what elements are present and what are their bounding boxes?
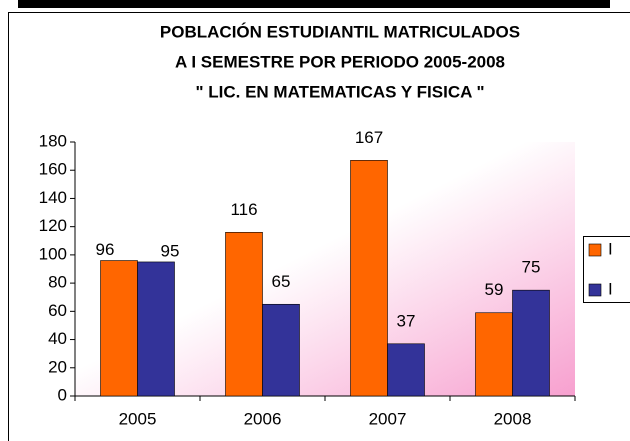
data-label: 96 [96, 240, 115, 259]
bar [512, 289, 550, 397]
x-tick-label: 2006 [244, 409, 282, 428]
chart-title: A I SEMESTRE POR PERIODO 2005-2008 [175, 52, 505, 71]
bar [100, 260, 138, 397]
y-tick-label: 120 [39, 216, 67, 235]
legend-label: I [608, 279, 613, 298]
y-tick-label: 20 [48, 357, 67, 376]
chart-title: POBLACIÓN ESTUDIANTIL MATRICULADOS [160, 22, 520, 41]
legend-swatch [588, 243, 602, 257]
y-tick-label: 180 [39, 131, 67, 150]
y-tick-label: 80 [48, 273, 67, 292]
data-label: 95 [161, 241, 180, 260]
bar [137, 261, 175, 397]
x-tick-label: 2005 [119, 409, 157, 428]
legend-label: I [608, 239, 613, 258]
y-tick-label: 100 [39, 244, 67, 263]
bar [350, 160, 388, 397]
data-label: 59 [485, 280, 504, 299]
data-label: 167 [355, 128, 383, 147]
legend-swatch [588, 283, 602, 297]
y-tick-label: 40 [48, 329, 67, 348]
data-label: 75 [522, 258, 541, 277]
data-label: 37 [397, 311, 416, 330]
y-tick-label: 160 [39, 160, 67, 179]
bar [387, 343, 425, 397]
bar [225, 232, 263, 397]
top-bar [18, 0, 610, 8]
data-label: 116 [230, 200, 257, 219]
data-label: 65 [272, 272, 291, 291]
y-tick-label: 60 [48, 301, 67, 320]
chart-title: " LIC. EN MATEMATICAS Y FISICA " [195, 82, 484, 101]
y-tick-label: 140 [39, 188, 67, 207]
x-tick-label: 2008 [494, 409, 532, 428]
bar [262, 303, 300, 397]
y-tick-label: 0 [58, 385, 67, 404]
x-tick-label: 2007 [369, 409, 407, 428]
bar [475, 312, 513, 397]
